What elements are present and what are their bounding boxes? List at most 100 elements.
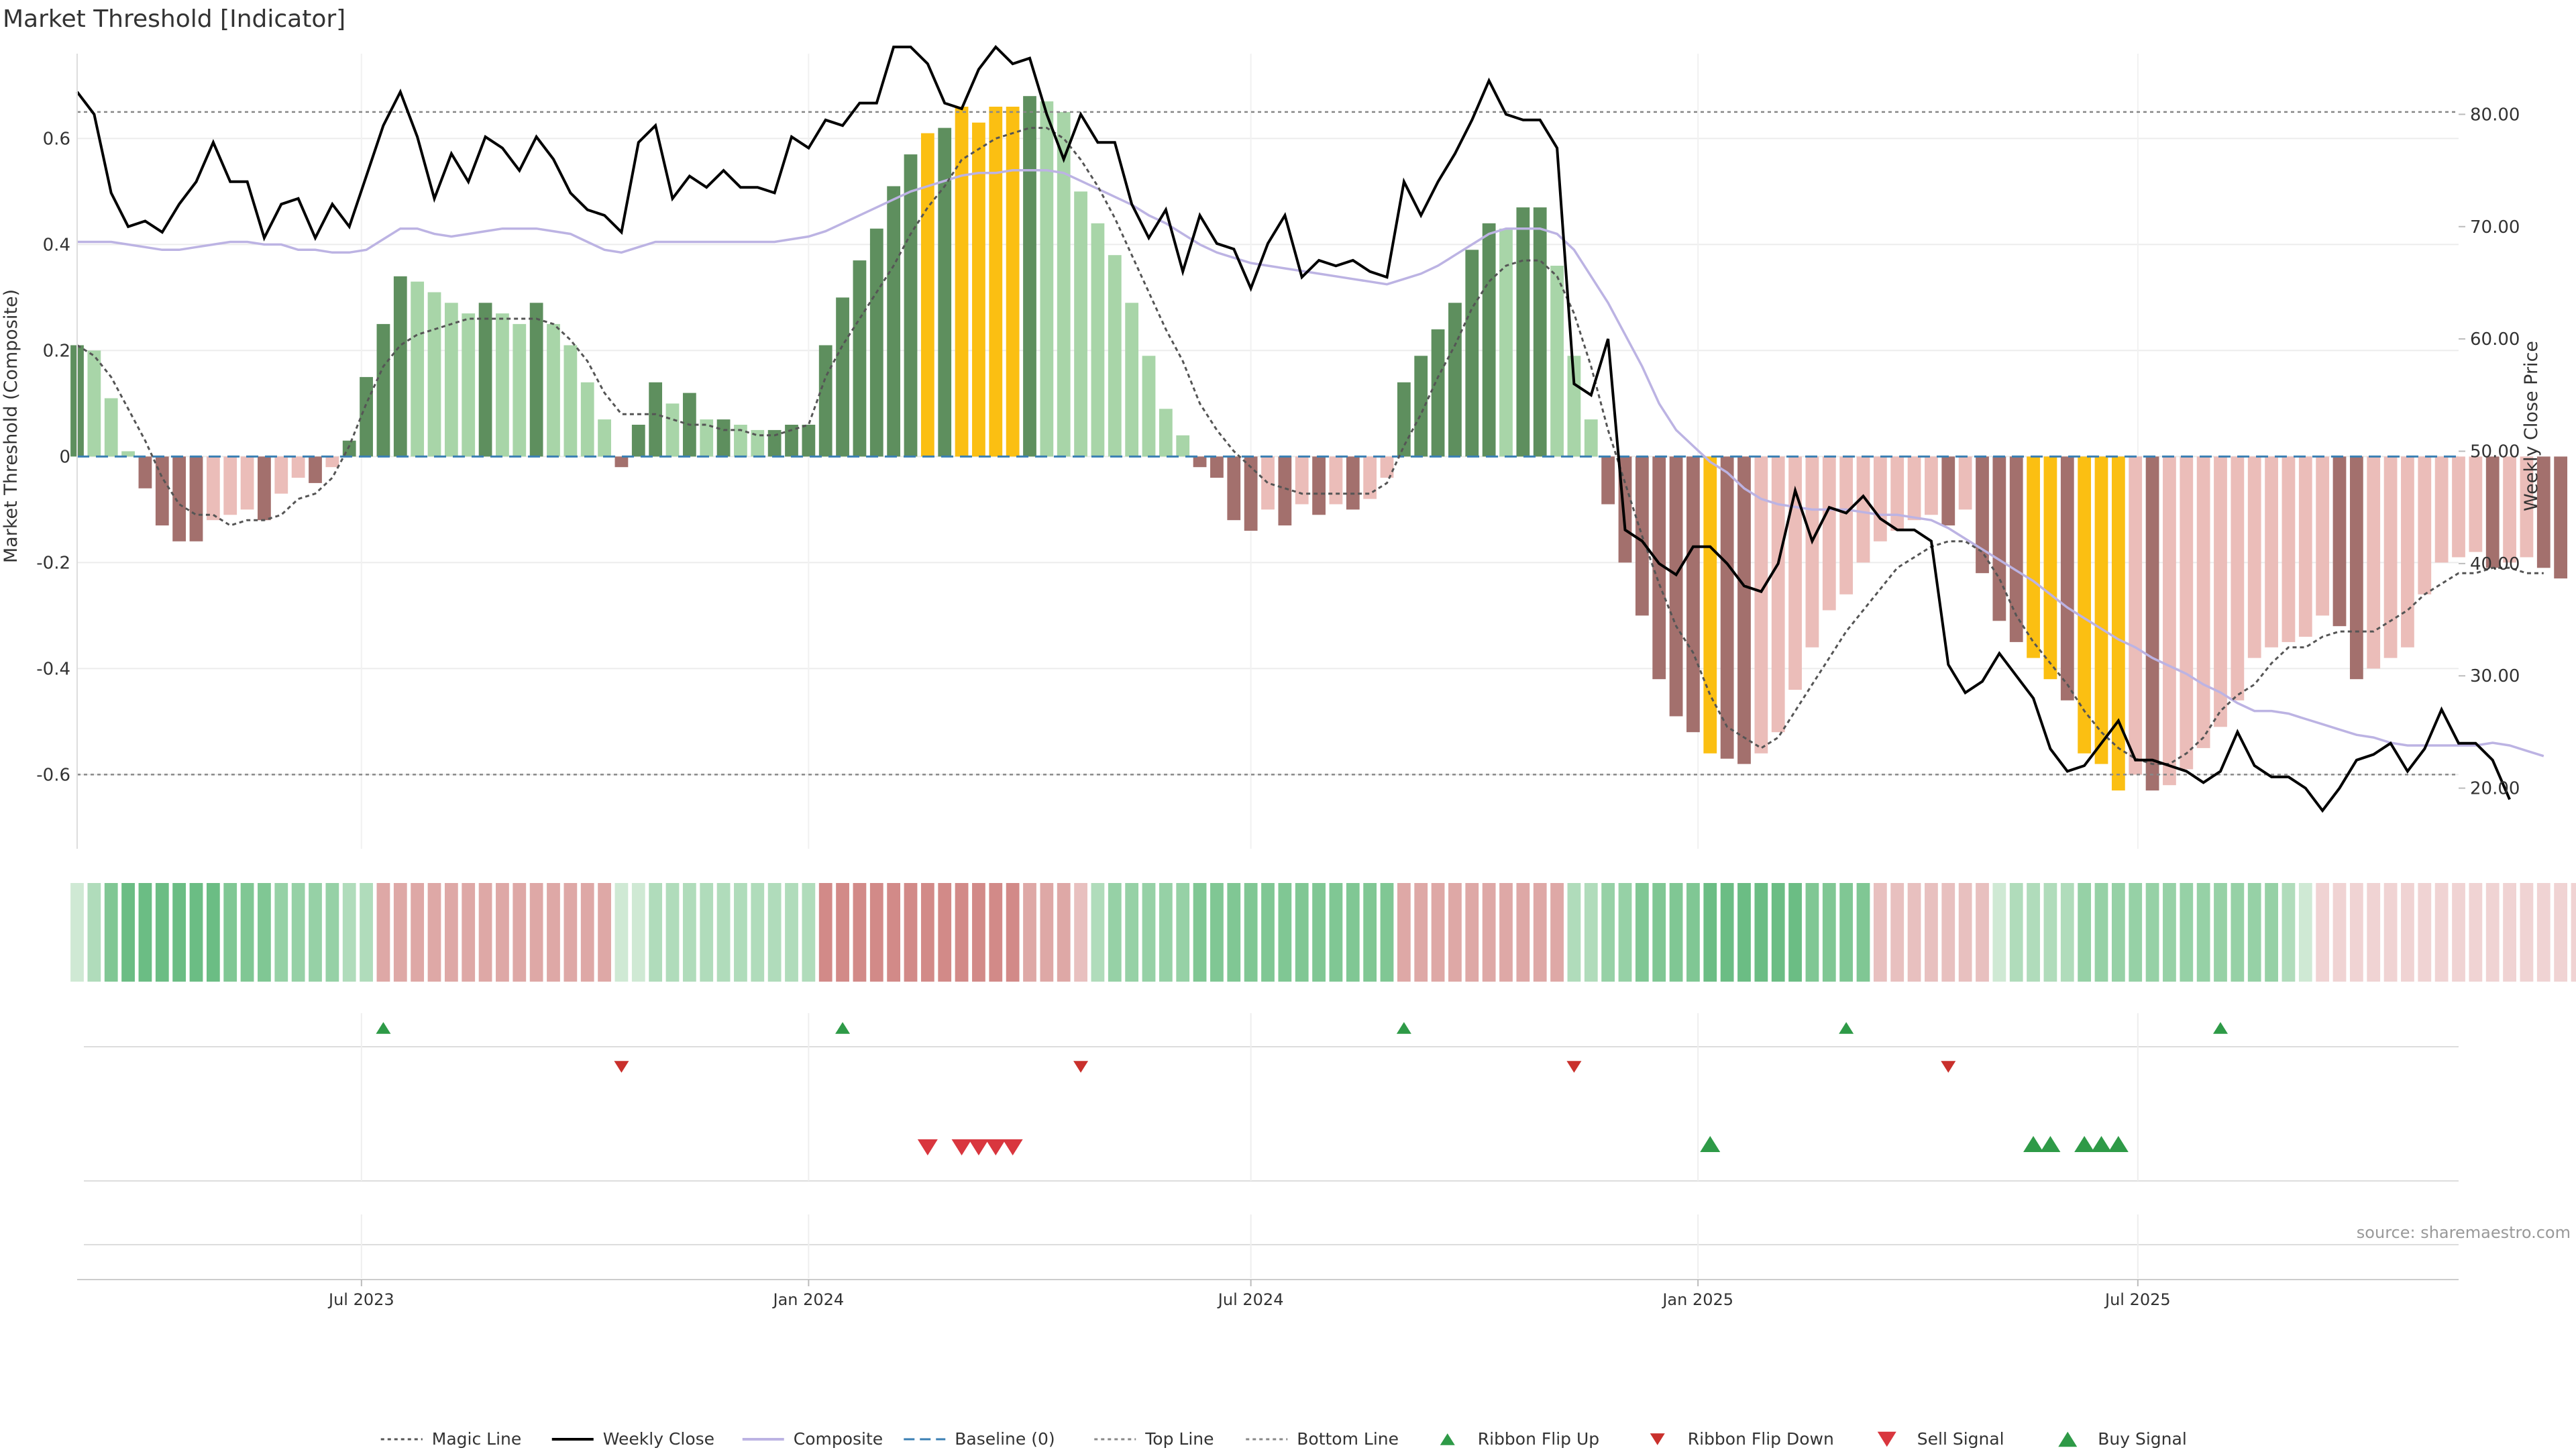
ribbon-flip-up-marker: [1396, 1022, 1411, 1034]
composite-bar: [1380, 456, 1394, 478]
legend-label: Weekly Close: [603, 1429, 714, 1449]
ribbon-cell: [1635, 883, 1649, 982]
ribbon-cell: [1380, 883, 1394, 982]
signal-rows: [84, 1013, 2459, 1278]
composite-bar: [1057, 111, 1071, 457]
ribbon-cell: [155, 883, 169, 982]
ribbon-cell: [444, 883, 458, 982]
composite-bar: [2078, 456, 2092, 754]
ribbon-cell: [376, 883, 390, 982]
ribbon-cell: [1533, 883, 1547, 982]
ribbon-cell: [1890, 883, 1904, 982]
composite-bar: [206, 456, 220, 521]
left-tick-label: 0.6: [43, 129, 70, 149]
composite-bar: [1227, 456, 1241, 521]
composite-bar: [2282, 456, 2296, 642]
ribbon-cell: [955, 883, 969, 982]
ribbon-cell: [580, 883, 594, 982]
ribbon-flip-down-marker: [614, 1061, 629, 1073]
composite-bar: [2349, 456, 2363, 680]
legend-label: Sell Signal: [1917, 1429, 2004, 1449]
composite-bar: [631, 425, 645, 457]
left-tick-label: -0.2: [36, 553, 70, 573]
ribbon-cell: [1261, 883, 1275, 982]
ribbon-cell: [1822, 883, 1836, 982]
right-tick-label: 50.00: [2470, 442, 2520, 462]
composite-bar: [2163, 456, 2176, 786]
x-tick-label: Jul 2023: [327, 1290, 394, 1309]
weekly-close-line: [76, 44, 2511, 813]
composite-bar: [1839, 456, 1854, 594]
ribbon-cell: [291, 883, 305, 982]
ribbon-cell: [1040, 883, 1054, 982]
ribbon-cell: [1244, 883, 1258, 982]
sell-signal-marker: [951, 1139, 972, 1155]
composite-bar: [1907, 456, 1921, 521]
ribbon-cell: [818, 883, 833, 982]
composite-bar: [938, 127, 952, 457]
ribbon-cell: [920, 883, 934, 982]
composite-bar: [1261, 456, 1275, 510]
ribbon-cell: [631, 883, 645, 982]
composite-bar: [1992, 456, 2006, 621]
composite-bar: [700, 419, 714, 457]
ribbon-cell: [1363, 883, 1377, 982]
composite-bar: [1822, 456, 1836, 611]
composite-bar: [2418, 456, 2432, 594]
ribbon-cell: [2282, 883, 2296, 982]
ribbon-cell: [853, 883, 867, 982]
ribbon-strip: [70, 883, 2576, 982]
legend-symbol: [2058, 1431, 2078, 1447]
composite-bar: [1499, 228, 1513, 457]
composite-bar: [1686, 456, 1700, 733]
buy-signal-marker: [1700, 1136, 1721, 1152]
composite-bar: [2094, 456, 2108, 764]
buy-signal-marker: [2108, 1136, 2129, 1152]
composite-bar: [1771, 456, 1785, 733]
ribbon-cell: [1584, 883, 1598, 982]
ribbon-cell: [2332, 883, 2347, 982]
sell-signal-marker: [1002, 1139, 1023, 1155]
ribbon-cell: [1754, 883, 1768, 982]
ribbon-cell: [1227, 883, 1241, 982]
ribbon-cell: [2196, 883, 2210, 982]
ribbon-cell: [1669, 883, 1683, 982]
composite-bar: [1040, 101, 1054, 457]
legend-label: Bottom Line: [1297, 1429, 1399, 1449]
ribbon-cell: [1907, 883, 1921, 982]
composite-bar: [2485, 456, 2500, 568]
ribbon-cell: [2231, 883, 2245, 982]
legend-symbol: [1877, 1431, 1896, 1447]
composite-bar: [2520, 456, 2534, 558]
buy-signal-marker: [2074, 1136, 2095, 1152]
legend-label: Top Line: [1144, 1429, 1214, 1449]
ribbon-cell: [223, 883, 237, 982]
ribbon-cell: [342, 883, 356, 982]
composite-bar: [853, 260, 867, 457]
composite-bar: [2536, 456, 2551, 568]
legend-label: Ribbon Flip Down: [1688, 1429, 1834, 1449]
left-tick-label: 0.2: [43, 341, 70, 361]
ribbon-cell: [802, 883, 816, 982]
right-tick-label: 70.00: [2470, 217, 2520, 238]
composite-bar: [325, 456, 339, 468]
ribbon-cell: [1686, 883, 1700, 982]
ribbon-cell: [2349, 883, 2363, 982]
ribbon-cell: [206, 883, 220, 982]
composite-bar: [2009, 456, 2023, 642]
composite-bar: [2043, 456, 2057, 680]
composite-bar: [2554, 456, 2568, 579]
composite-bar: [189, 456, 203, 541]
sell-signal-marker: [917, 1139, 938, 1155]
composite-bar: [2265, 456, 2278, 647]
composite-bar: [1159, 409, 1173, 457]
composite-bar: [1533, 207, 1547, 457]
composite-bar: [785, 425, 798, 457]
ribbon-cell: [2247, 883, 2261, 982]
chart-lines: [76, 44, 2544, 813]
ribbon-cell: [989, 883, 1003, 982]
ribbon-cell: [2536, 883, 2551, 982]
composite-bar: [1550, 266, 1564, 457]
right-tick-label: 60.00: [2470, 329, 2520, 350]
